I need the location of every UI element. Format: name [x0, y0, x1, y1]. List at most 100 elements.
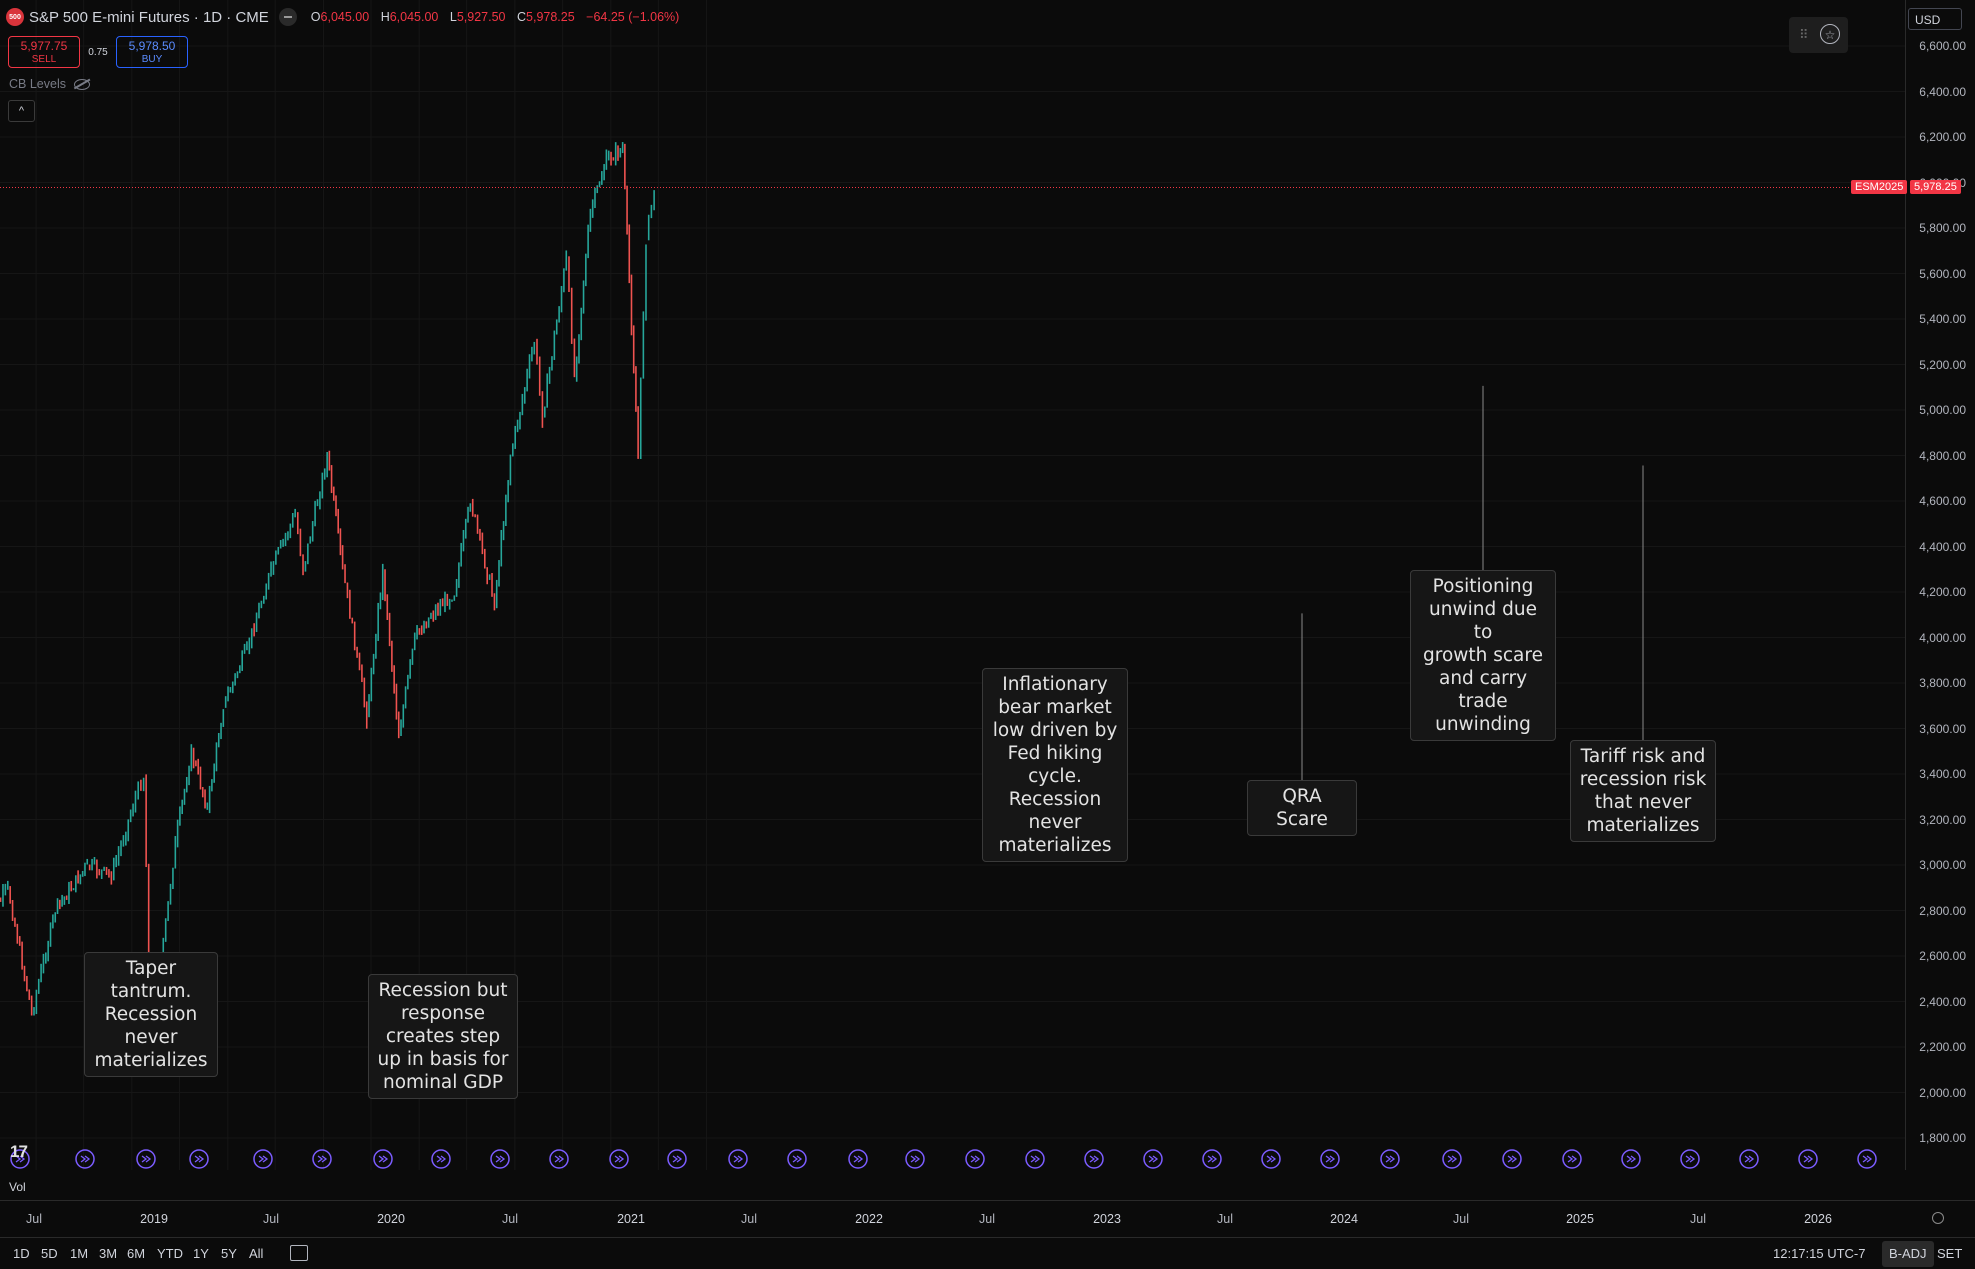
event-marker-arrow [1148, 1155, 1159, 1163]
annotation-line: and carry [1438, 668, 1528, 689]
event-marker-icon [965, 1149, 985, 1169]
event-marker-arrow [15, 1155, 26, 1163]
annotation-note[interactable]: Positioning unwind due to growth scare and … [1410, 570, 1556, 741]
current-price-tag: 5,978.25 [1910, 180, 1961, 195]
time-axis-year: 2020 [377, 1212, 405, 1226]
indicator-legend[interactable]: CB Levels [9, 77, 90, 91]
event-marker-icon [1739, 1149, 1759, 1169]
collapse-legend-button[interactable]: ^ [8, 100, 35, 122]
sell-button[interactable]: 5,977.75 SELL [8, 36, 80, 68]
event-marker-arrow [194, 1155, 205, 1163]
event-marker-arrow [853, 1155, 864, 1163]
annotation-note[interactable]: Tariff risk and recession risk that never m… [1570, 740, 1716, 842]
eye-hidden-icon[interactable] [73, 78, 90, 90]
event-marker-arrow [1862, 1155, 1873, 1163]
annotation-line: unwind due to [1429, 599, 1537, 643]
bottom-toolbar: 1D 5D 1M 3M 6M YTD 1Y 5Y All 12:17:15 UTC-7 B-AD… [0, 1240, 1975, 1269]
range-button-5d[interactable]: 5D [41, 1246, 58, 1261]
close-value: 5,978.25 [526, 10, 575, 24]
price-axis-label: 2,600.00 [1919, 949, 1966, 963]
event-marker-icon [10, 1149, 30, 1169]
currency-select[interactable]: USD [1908, 8, 1962, 30]
star-icon[interactable]: ☆ [1820, 24, 1840, 44]
more-options-icon[interactable] [278, 8, 297, 26]
annotation-line: never [1028, 812, 1082, 833]
event-marker-arrow [317, 1155, 328, 1163]
event-marker-icon [1798, 1149, 1818, 1169]
event-marker-arrow [1207, 1155, 1218, 1163]
range-button-3m[interactable]: 3M [99, 1246, 118, 1261]
event-marker-icon [549, 1149, 569, 1169]
range-button-1m[interactable]: 1M [70, 1246, 89, 1261]
annotation-line: materializes [998, 835, 1112, 856]
event-marker-arrow [141, 1155, 152, 1163]
symbol-title[interactable]: S&P 500 E-mini Futures · 1D · CME [29, 8, 269, 26]
price-axis-label: 3,600.00 [1919, 721, 1966, 736]
close-label: C [516, 10, 527, 24]
price-axis-label: 3,000.00 [1919, 858, 1966, 872]
annotation-line: response [400, 1003, 486, 1024]
event-marker-icon [189, 1149, 209, 1169]
price-axis[interactable]: 6,600.006,400.006,200.006,000.005,800.00… [1905, 0, 1975, 1170]
settlement-toggle[interactable]: SET [1937, 1246, 1963, 1261]
tradingview-logo[interactable]: 17 [10, 1142, 28, 1161]
annotation-line: trade [1458, 691, 1508, 712]
buy-button[interactable]: 5,978.50 BUY [116, 36, 188, 68]
event-marker-arrow [258, 1155, 269, 1163]
event-marker-arrow [495, 1155, 506, 1163]
range-button-1d[interactable]: 1D [13, 1246, 30, 1261]
range-button-1y[interactable]: 1Y [193, 1246, 209, 1261]
annotation-line: Fed hiking [1007, 743, 1103, 764]
buy-price: 5,978.50 [128, 39, 176, 53]
event-marker-arrow [792, 1155, 803, 1163]
price-axis-label: 2,400.00 [1919, 994, 1966, 1009]
time-axis-year: 2021 [617, 1212, 645, 1226]
time-axis-year: 2026 [1804, 1212, 1832, 1226]
price-axis-label: 5,000.00 [1919, 403, 1966, 417]
annotation-line: creates step [385, 1026, 501, 1047]
range-button-5y[interactable]: 5Y [221, 1246, 237, 1261]
event-marker-icon [1084, 1149, 1104, 1169]
event-marker-arrow [1567, 1155, 1578, 1163]
high-label: H [380, 10, 390, 24]
annotation-note[interactable]: QRA Scare [1247, 780, 1357, 836]
time-axis-month: Jul [1217, 1212, 1233, 1226]
symbol-logo[interactable]: 500 [6, 8, 24, 26]
annotation-note[interactable]: Inflationary bear market low driven by Fed … [982, 668, 1128, 862]
calendar-icon[interactable] [290, 1245, 308, 1261]
annotation-line: materializes [94, 1050, 208, 1071]
time-axis[interactable]: Jul 2019 Jul 2020 Jul 2021 Jul 2022 Jul 2023 Jul 20… [0, 1200, 1975, 1238]
price-axis-label: 6,600.00 [1919, 39, 1966, 53]
event-marker-arrow [1266, 1155, 1277, 1163]
event-marker-arrow [733, 1155, 744, 1163]
annotation-note[interactable]: Recession but response creates step up in b… [368, 974, 518, 1099]
annotation-line: Tariff risk and [1580, 746, 1706, 767]
price-chart[interactable] [0, 0, 1905, 1170]
clock[interactable]: 12:17:15 UTC-7 [1773, 1246, 1866, 1261]
time-axis-year: 2023 [1093, 1212, 1121, 1226]
spread-value: 0.75 [88, 46, 108, 58]
annotation-line: Recession [1008, 789, 1102, 810]
chart-area[interactable] [0, 0, 1905, 1170]
drag-handle-icon[interactable]: ⠿ [1799, 27, 1809, 42]
range-button-ytd[interactable]: YTD [157, 1246, 183, 1261]
event-marker-arrow [554, 1155, 565, 1163]
event-marker-arrow [1385, 1155, 1396, 1163]
event-marker-arrow [910, 1155, 921, 1163]
event-marker-icon [431, 1149, 451, 1169]
back-adjust-toggle[interactable]: B-ADJ [1882, 1241, 1934, 1267]
change-value: −64.25 (−1.06%) [586, 10, 680, 24]
gear-icon[interactable] [1932, 1212, 1944, 1224]
price-axis-label: 5,200.00 [1919, 357, 1966, 372]
range-button-all[interactable]: All [249, 1246, 264, 1261]
volume-label: Vol [9, 1180, 26, 1194]
price-axis-label: 5,600.00 [1919, 266, 1966, 281]
event-marker-icon [253, 1149, 273, 1169]
annotation-note[interactable]: Taper tantrum. Recession never materializes [84, 952, 218, 1077]
annotation-line: cycle. [1028, 766, 1082, 787]
trade-buttons: 5,977.75 SELL 0.75 5,978.50 BUY [8, 36, 188, 68]
range-button-6m[interactable]: 6M [127, 1246, 146, 1261]
price-axis-label: 3,200.00 [1919, 812, 1966, 827]
event-marker-icon [667, 1149, 687, 1169]
sell-price: 5,977.75 [20, 39, 68, 53]
